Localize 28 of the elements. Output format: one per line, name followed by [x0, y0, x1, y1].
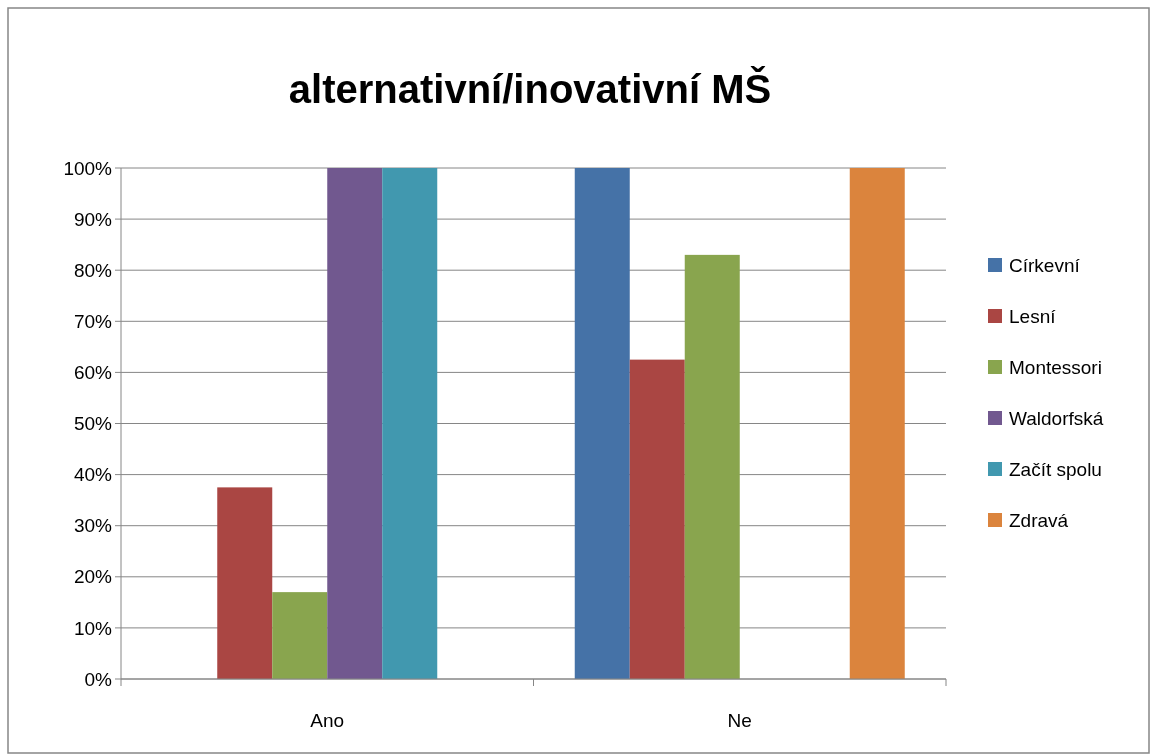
legend-label: Waldorfská — [1009, 407, 1104, 429]
x-tick-label: Ano — [310, 710, 345, 731]
legend-label: Lesní — [1009, 305, 1057, 327]
y-tick-label: 10% — [73, 617, 113, 639]
chart-title: alternativní/inovativní MŠ — [288, 66, 772, 111]
legend-label: Montessori — [1009, 356, 1102, 378]
y-tick-label: 40% — [73, 464, 113, 486]
y-tick-label: 70% — [73, 310, 113, 332]
legend-label: Zdravá — [1009, 509, 1069, 531]
y-tick-label: 100% — [63, 157, 113, 179]
bar — [849, 168, 905, 679]
bar — [272, 592, 328, 679]
bar — [574, 168, 630, 679]
y-tick-label: 30% — [73, 515, 113, 537]
bar — [629, 359, 685, 679]
y-tick-label: 0% — [84, 668, 113, 690]
y-tick-label: 50% — [73, 413, 113, 435]
bar — [684, 254, 740, 679]
y-tick-label: 20% — [73, 566, 113, 588]
y-tick-label: 60% — [73, 362, 113, 384]
x-tick-label: Ne — [727, 710, 752, 731]
bar — [217, 487, 273, 679]
y-tick-label: 80% — [73, 259, 113, 281]
legend-label: Začít spolu — [1009, 458, 1102, 480]
legend-label: Církevní — [1009, 254, 1081, 276]
y-tick-label: 90% — [73, 208, 113, 230]
bar — [327, 168, 383, 679]
bar — [382, 168, 438, 679]
